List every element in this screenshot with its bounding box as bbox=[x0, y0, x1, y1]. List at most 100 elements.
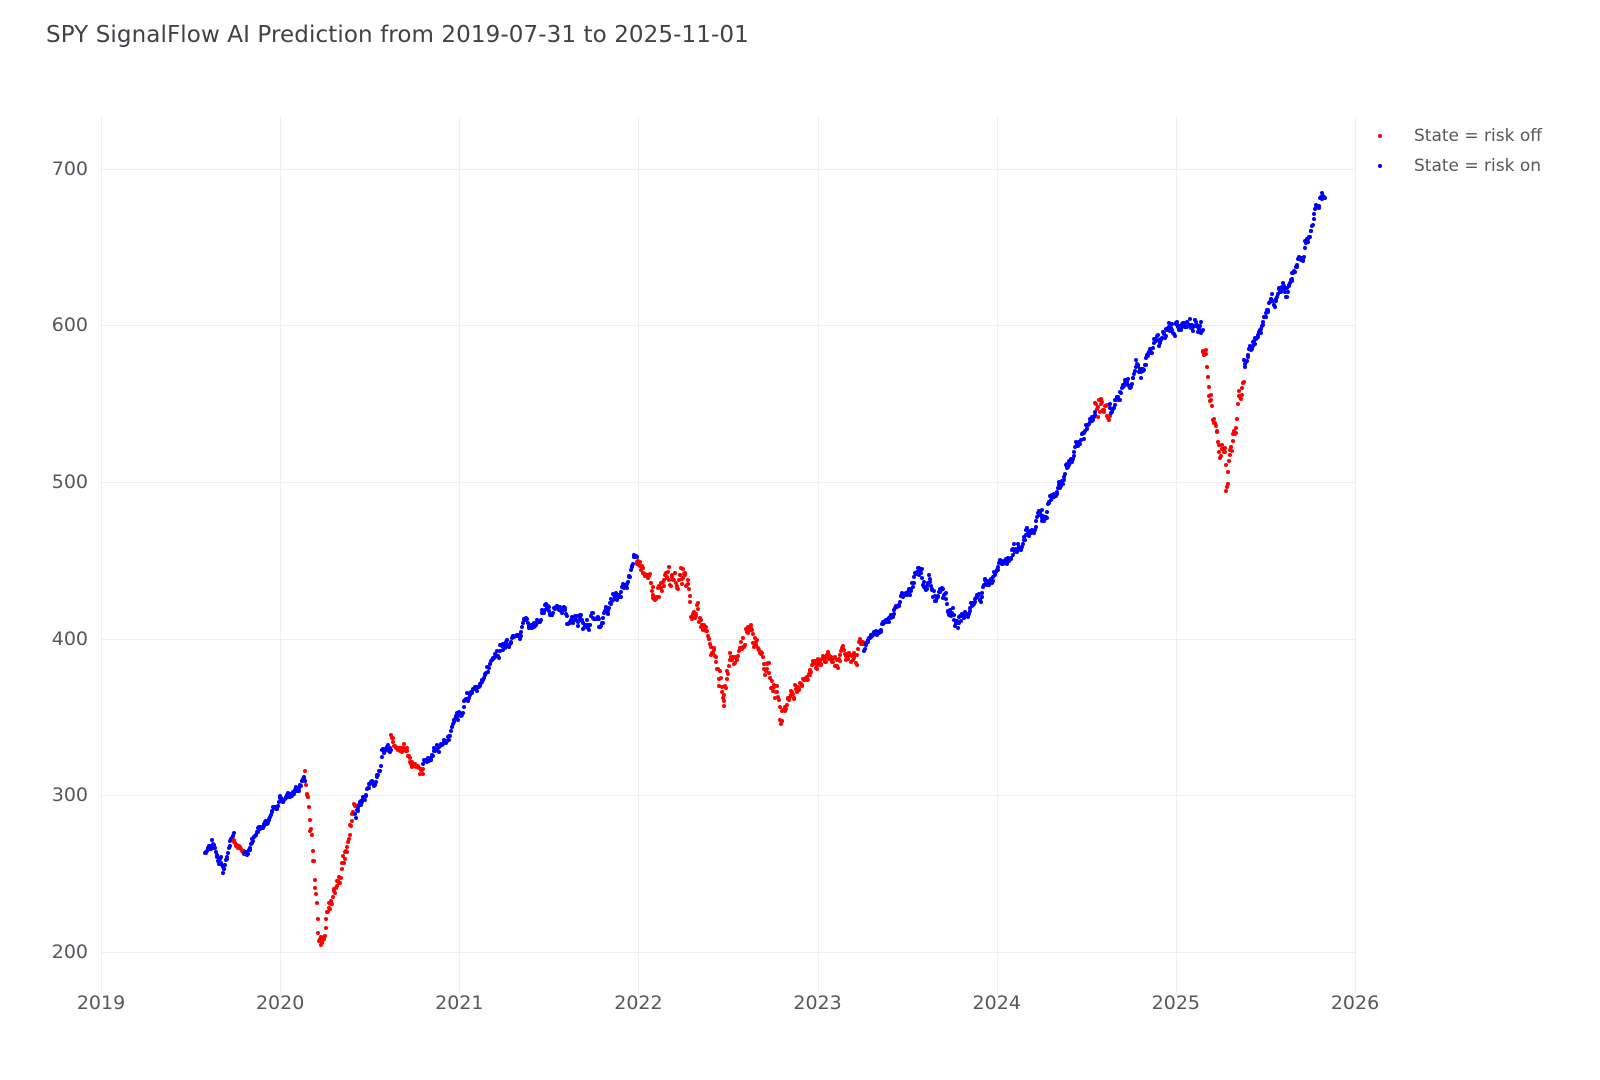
scatter-point bbox=[767, 671, 772, 676]
legend-item-1[interactable]: State = risk on bbox=[1374, 152, 1594, 180]
scatter-point bbox=[297, 786, 302, 790]
scatter-point bbox=[658, 581, 663, 586]
gridline-y-500 bbox=[101, 481, 1355, 483]
scatter-point bbox=[941, 595, 946, 600]
scatter-point bbox=[1096, 404, 1101, 409]
scatter-point bbox=[1001, 561, 1006, 566]
scatter-point bbox=[934, 598, 939, 603]
scatter-point bbox=[637, 559, 642, 564]
scatter-point bbox=[705, 634, 710, 639]
scatter-point bbox=[1039, 508, 1044, 513]
scatter-point bbox=[376, 773, 381, 778]
scatter-point bbox=[862, 648, 867, 653]
scatter-point bbox=[389, 733, 394, 738]
scatter-point bbox=[361, 795, 366, 800]
scatter-point bbox=[1258, 331, 1263, 335]
scatter-point bbox=[1241, 358, 1246, 363]
scatter-point bbox=[979, 595, 984, 600]
scatter-point bbox=[823, 659, 828, 664]
scatter-point bbox=[948, 613, 953, 618]
scatter-point bbox=[774, 684, 779, 689]
scatter-point bbox=[944, 596, 949, 601]
scatter-point bbox=[1114, 398, 1119, 403]
scatter-point bbox=[1004, 561, 1009, 566]
scatter-point bbox=[1039, 519, 1044, 524]
scatter-point bbox=[819, 662, 824, 667]
scatter-point bbox=[543, 602, 548, 607]
scatter-point bbox=[1264, 310, 1269, 315]
scatter-point bbox=[341, 853, 346, 858]
scatter-point bbox=[466, 699, 471, 704]
scatter-point bbox=[1095, 414, 1100, 419]
scatter-point bbox=[727, 658, 732, 663]
scatter-point bbox=[1106, 418, 1111, 423]
scatter-point bbox=[647, 571, 652, 576]
scatter-point bbox=[1322, 195, 1327, 200]
scatter-point bbox=[432, 746, 437, 751]
gridline-x-2023 bbox=[817, 117, 819, 994]
scatter-point bbox=[1169, 322, 1174, 327]
scatter-point bbox=[656, 595, 661, 600]
scatter-point bbox=[1317, 203, 1322, 208]
scatter-point bbox=[447, 737, 452, 742]
scatter-point bbox=[1020, 541, 1025, 546]
scatter-point bbox=[1213, 421, 1218, 426]
scatter-point bbox=[1005, 556, 1010, 561]
scatter-point bbox=[379, 754, 384, 759]
scatter-point bbox=[673, 581, 678, 586]
scatter-point bbox=[486, 665, 491, 670]
scatter-point bbox=[1163, 334, 1168, 339]
scatter-point bbox=[668, 584, 673, 589]
scatter-point bbox=[359, 803, 364, 808]
scatter-point bbox=[1109, 409, 1114, 414]
scatter-point bbox=[986, 583, 991, 588]
scatter-point bbox=[1058, 485, 1063, 490]
scatter-point bbox=[1229, 444, 1234, 449]
scatter-point bbox=[608, 601, 613, 606]
scatter-point bbox=[1066, 465, 1070, 470]
scatter-point bbox=[1302, 246, 1307, 251]
legend-item-0[interactable]: State = risk off bbox=[1374, 122, 1594, 150]
scatter-point bbox=[266, 821, 270, 826]
scatter-point bbox=[625, 586, 630, 591]
scatter-point bbox=[1016, 542, 1021, 546]
scatter-point bbox=[991, 569, 996, 574]
scatter-point bbox=[596, 614, 601, 619]
gridline-x-2026 bbox=[1355, 117, 1356, 994]
scatter-point bbox=[230, 833, 235, 838]
scatter-point bbox=[837, 659, 842, 664]
scatter-point bbox=[855, 653, 860, 658]
scatter-point bbox=[1289, 277, 1294, 282]
scatter-point bbox=[527, 626, 532, 631]
scatter-point bbox=[613, 590, 618, 595]
scatter-point bbox=[313, 886, 318, 891]
scatter-point bbox=[914, 572, 919, 577]
scatter-point bbox=[572, 614, 577, 619]
scatter-point bbox=[994, 570, 999, 575]
scatter-point bbox=[602, 608, 607, 613]
scatter-point bbox=[673, 571, 678, 576]
scatter-point bbox=[1071, 453, 1076, 458]
scatter-point bbox=[306, 794, 311, 799]
scatter-point bbox=[832, 655, 837, 660]
scatter-point bbox=[963, 609, 968, 614]
scatter-point bbox=[1208, 398, 1213, 403]
scatter-point bbox=[915, 570, 920, 575]
scatter-point bbox=[1197, 323, 1202, 328]
y-tick-label-300: 300 bbox=[51, 784, 88, 807]
scatter-point bbox=[407, 760, 412, 765]
scatter-point bbox=[834, 657, 839, 662]
scatter-point bbox=[732, 660, 737, 665]
scatter-point bbox=[779, 722, 784, 727]
scatter-point bbox=[223, 863, 228, 868]
scatter-point bbox=[718, 675, 723, 680]
scatter-point bbox=[812, 658, 817, 663]
scatter-point bbox=[540, 608, 545, 613]
scatter-point bbox=[1035, 511, 1040, 516]
scatter-point bbox=[980, 591, 985, 596]
scatter-point bbox=[716, 676, 721, 681]
scatter-point bbox=[844, 658, 849, 662]
scatter-point bbox=[1124, 379, 1129, 384]
scatter-point bbox=[302, 774, 307, 779]
scatter-point bbox=[744, 626, 749, 631]
